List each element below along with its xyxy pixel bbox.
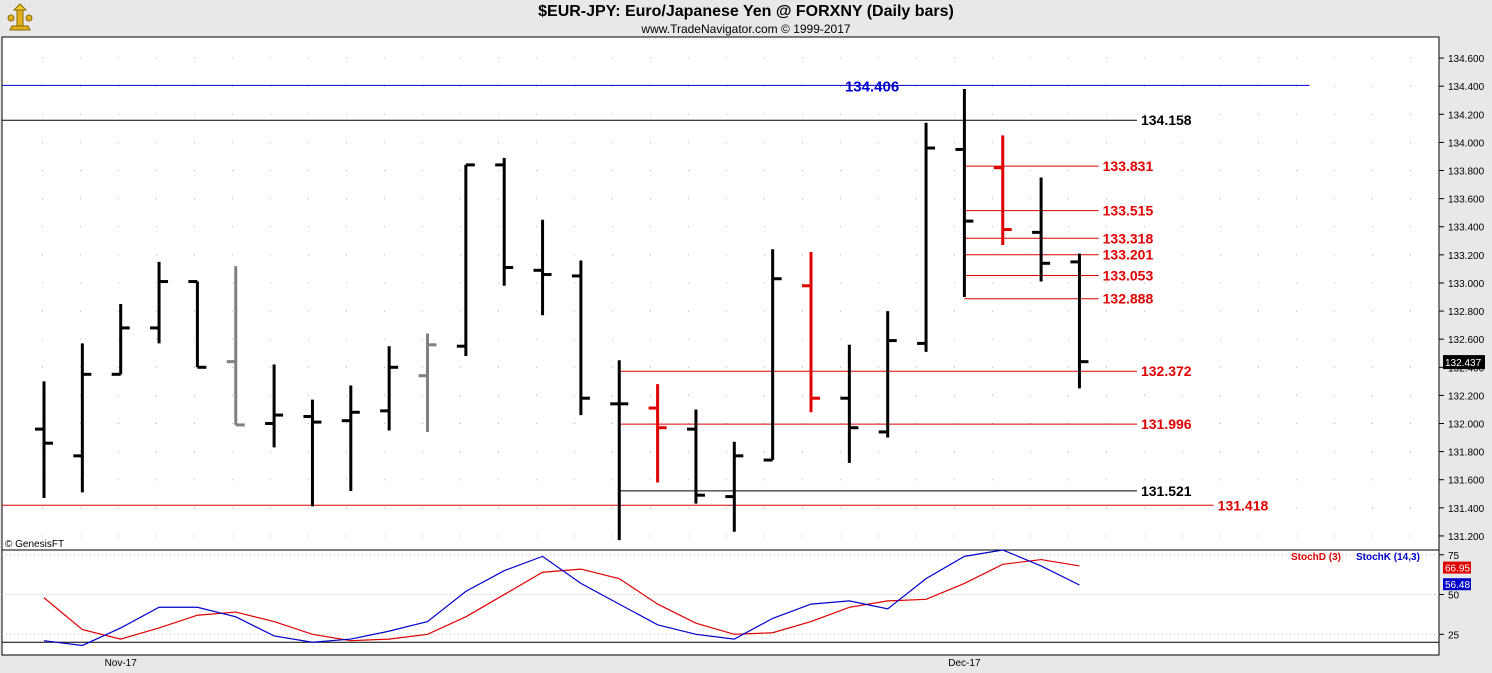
chart-subtitle: www.TradeNavigator.com © 1999-2017 xyxy=(641,22,851,36)
y-tick-label: 25 xyxy=(1448,630,1460,641)
y-tick-label: 131.600 xyxy=(1448,476,1485,487)
legend-stoch-k: StochK (14,3) xyxy=(1356,552,1420,563)
level-label: 134.158 xyxy=(1141,112,1192,128)
x-tick-label: Dec-17 xyxy=(948,658,981,669)
y-tick-label: 132.200 xyxy=(1448,391,1485,402)
level-label: 133.515 xyxy=(1103,203,1154,219)
level-label: 131.418 xyxy=(1218,497,1269,513)
y-tick-label: 133.200 xyxy=(1448,251,1485,262)
y-tick-label: 134.400 xyxy=(1448,82,1485,93)
stochastic-panel xyxy=(1,549,1440,656)
level-label: 133.201 xyxy=(1103,247,1154,263)
stochastic-axis: 75 50 25 xyxy=(2,551,1460,641)
price-axis: 134.600 134.400 134.200 134.000 133.800 133.6… xyxy=(1439,54,1485,543)
y-tick-label: 75 xyxy=(1448,551,1460,562)
level-label: 132.372 xyxy=(1141,363,1192,379)
level-label: 131.521 xyxy=(1141,483,1192,499)
y-tick-label: 132.800 xyxy=(1448,307,1485,318)
y-tick-label: 132.000 xyxy=(1448,420,1485,431)
stoch-value-tag xyxy=(1443,561,1471,574)
y-tick-label: 133.600 xyxy=(1448,195,1485,206)
last-price-label: 132.437 xyxy=(1445,358,1482,369)
y-tick-label: 134.600 xyxy=(1448,54,1485,65)
y-tick-label: 133.800 xyxy=(1448,167,1485,178)
y-tick-label: 132.600 xyxy=(1448,335,1485,346)
trade-navigator-logo-icon xyxy=(4,2,36,39)
level-label: 131.996 xyxy=(1141,416,1192,432)
stoch-k-line xyxy=(43,549,1080,647)
stoch-d-line xyxy=(43,558,1080,642)
y-tick-label: 50 xyxy=(1448,591,1460,602)
price-panel xyxy=(1,36,1440,551)
y-tick-label: 133.400 xyxy=(1448,223,1485,234)
y-tick-label: 133.000 xyxy=(1448,279,1485,290)
x-tick-label: Nov-17 xyxy=(105,658,138,669)
level-label: 134.406 xyxy=(845,78,899,95)
stoch-value-label: 66.95 xyxy=(1445,564,1470,575)
level-label: 132.888 xyxy=(1103,291,1154,307)
y-tick-label: 131.400 xyxy=(1448,504,1485,515)
watermark: © GenesisFT xyxy=(5,539,64,550)
y-tick-label: 131.800 xyxy=(1448,448,1485,459)
level-label: 133.318 xyxy=(1103,230,1154,246)
y-tick-label: 134.200 xyxy=(1448,110,1485,121)
chart-title: $EUR-JPY: Euro/Japanese Yen @ FORXNY (Da… xyxy=(538,3,954,20)
legend-stoch-d: StochD (3) xyxy=(1291,552,1341,563)
stoch-value-label: 56.48 xyxy=(1445,580,1470,591)
last-price-tag xyxy=(1443,355,1485,370)
level-label: 133.831 xyxy=(1103,158,1154,174)
y-tick-label: 131.200 xyxy=(1448,532,1485,543)
y-tick-label: 134.000 xyxy=(1448,138,1485,149)
ohlc-bars xyxy=(35,89,1089,541)
stoch-value-tag xyxy=(1443,578,1471,591)
level-label: 133.053 xyxy=(1103,268,1154,284)
